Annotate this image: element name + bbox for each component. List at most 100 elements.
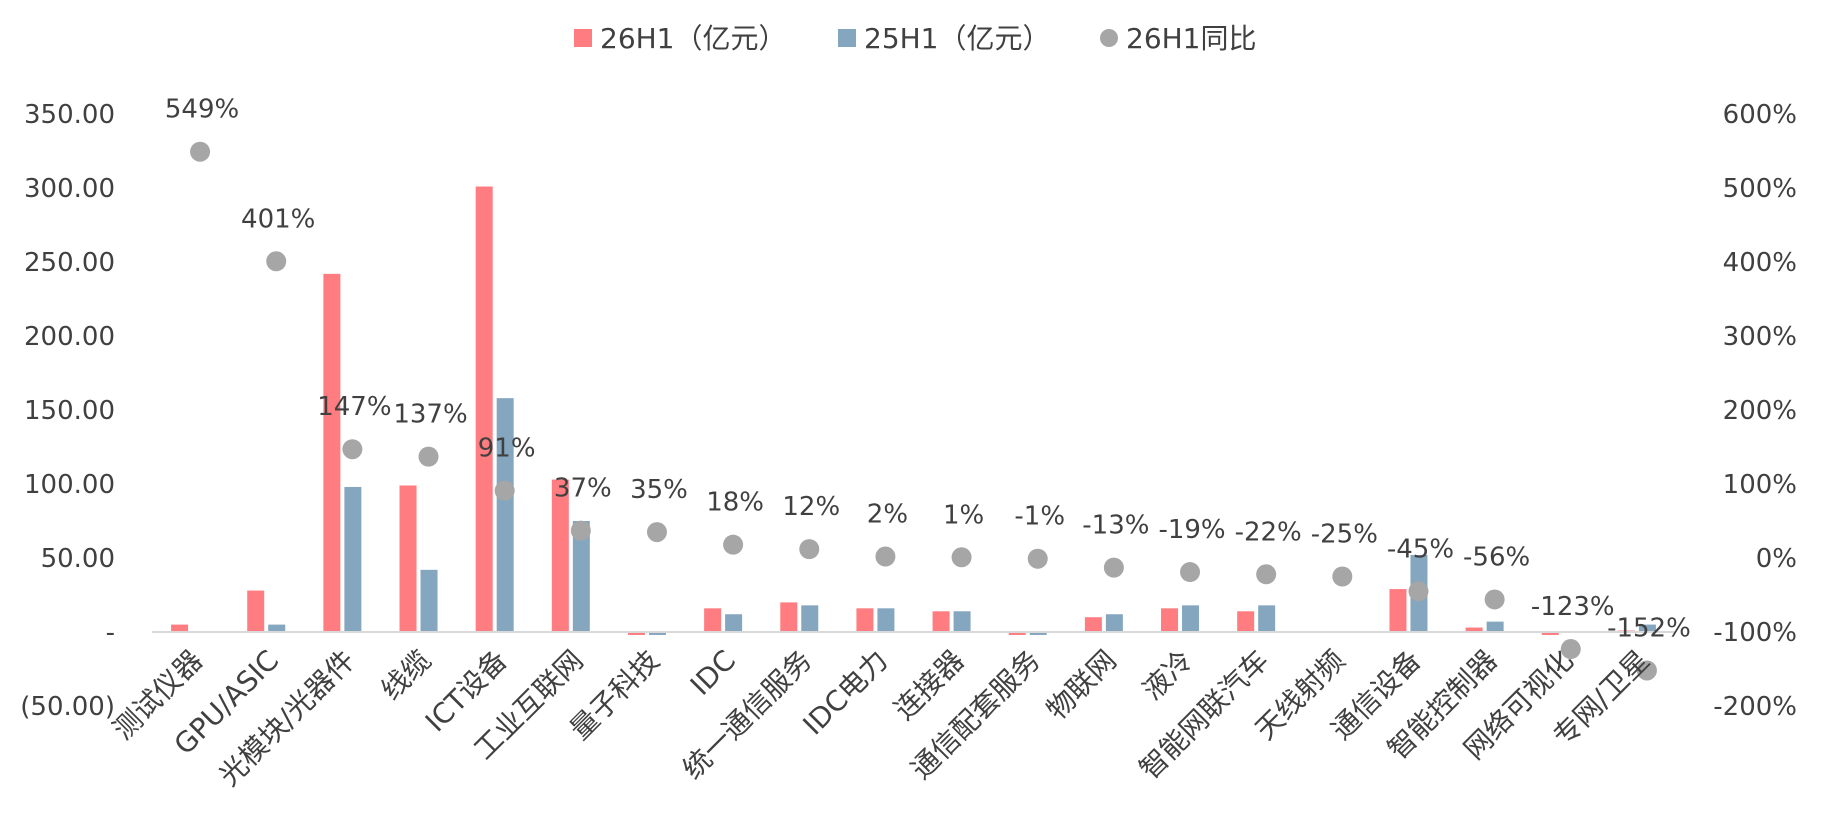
- yoy-point: [1180, 562, 1201, 583]
- bar-25h1: [1258, 605, 1276, 632]
- yoy-label: -45%: [1387, 534, 1454, 564]
- yoy-point: [190, 141, 211, 162]
- bar-25h1: [1029, 632, 1047, 635]
- yoy-point: [1408, 581, 1429, 602]
- bar-25h1: [877, 608, 895, 632]
- yoy-label: 2%: [867, 500, 908, 530]
- bar-26h1: [247, 590, 265, 632]
- yoy-point: [875, 546, 896, 567]
- category-label: IDC电力: [797, 644, 895, 742]
- bar-26h1: [475, 186, 493, 632]
- bar-26h1: [1389, 589, 1407, 632]
- category-label: 液冷: [1136, 644, 1199, 707]
- yoy-label: 137%: [393, 400, 467, 430]
- yoy-point: [266, 251, 287, 272]
- yoy-point: [570, 520, 591, 541]
- yoy-label: 35%: [630, 475, 688, 505]
- yoy-point: [1636, 660, 1657, 681]
- bar-25h1: [344, 486, 362, 632]
- left-tick-label: -: [106, 618, 115, 648]
- category-label: 光模块/光器件: [213, 644, 362, 793]
- legend-swatch: [1100, 29, 1118, 47]
- yoy-label: 91%: [478, 434, 536, 464]
- bar-26h1: [1465, 627, 1483, 632]
- left-tick-label: 300.00: [24, 174, 115, 204]
- yoy-point: [1103, 557, 1124, 578]
- legend: 26H1（亿元） 25H1（亿元） 26H1同比: [574, 22, 1257, 55]
- yoy-point: [646, 522, 667, 543]
- category-label: 物联网: [1040, 644, 1123, 727]
- legend-swatch: [574, 29, 592, 47]
- left-axis: (50.00) - 50.00 100.00 150.00 200.00 250.00 300…: [20, 100, 115, 722]
- left-tick-label: 200.00: [24, 322, 115, 352]
- yoy-label: -22%: [1235, 517, 1302, 547]
- bar-25h1: [572, 521, 590, 632]
- bar-26h1: [1237, 611, 1255, 632]
- legend-label: 26H1同比: [1126, 22, 1257, 55]
- yoy-point: [494, 480, 515, 501]
- right-axis: -200% -100% 0% 100% 200% 300% 400% 500% 600%: [1713, 100, 1797, 722]
- bar-26h1: [1541, 632, 1559, 635]
- bar-26h1: [704, 608, 722, 632]
- right-tick-label: 400%: [1723, 248, 1797, 278]
- left-tick-label: 150.00: [24, 396, 115, 426]
- yoy-point: [342, 439, 363, 460]
- bar-26h1: [627, 632, 645, 635]
- left-tick-label: 100.00: [24, 470, 115, 500]
- yoy-label: -123%: [1531, 592, 1615, 622]
- left-tick-label: (50.00): [20, 692, 115, 722]
- right-tick-label: 200%: [1723, 396, 1797, 426]
- yoy-point: [1560, 639, 1581, 660]
- category-label: 线缆: [375, 644, 438, 707]
- yoy-label: 12%: [782, 492, 840, 522]
- bar-25h1: [1105, 614, 1123, 632]
- category-label: IDC: [684, 644, 742, 702]
- legend-label: 26H1（亿元）: [600, 22, 787, 55]
- yoy-points: 549% 401% 147% 137% 91% 37% 35% 18% 12% 2% 1% -1% -1…: [165, 95, 1691, 681]
- left-tick-label: 350.00: [24, 100, 115, 130]
- bar-25h1: [1638, 624, 1656, 632]
- yoy-label: -1%: [1014, 502, 1065, 532]
- bar-26h1: [1008, 632, 1026, 635]
- yoy-label: 549%: [165, 95, 239, 125]
- right-tick-label: 500%: [1723, 174, 1797, 204]
- bar-26h1: [1161, 608, 1179, 632]
- bar-25h1: [496, 398, 514, 632]
- bar-26h1: [323, 273, 341, 632]
- bar-26h1: [551, 479, 569, 632]
- bar-25h1: [420, 569, 438, 632]
- right-tick-label: -100%: [1713, 618, 1797, 648]
- yoy-label: -152%: [1607, 613, 1691, 643]
- bar-26h1: [856, 608, 874, 632]
- yoy-point: [951, 547, 972, 568]
- bar-26h1: [780, 602, 798, 632]
- bar-26h1: [171, 624, 189, 632]
- bar-26h1: [1084, 617, 1102, 632]
- yoy-label: -25%: [1311, 520, 1378, 550]
- right-tick-label: 0%: [1756, 544, 1797, 574]
- bar-25h1: [953, 611, 971, 632]
- yoy-point: [1332, 566, 1353, 587]
- bar-25h1: [268, 624, 286, 632]
- yoy-point: [1027, 548, 1048, 569]
- yoy-point: [1484, 589, 1505, 610]
- bar-25h1: [1486, 621, 1504, 632]
- bar-26h1: [932, 611, 950, 632]
- yoy-label: -13%: [1082, 511, 1149, 541]
- right-tick-label: 100%: [1723, 470, 1797, 500]
- bar-25h1: [648, 632, 666, 635]
- yoy-point: [1256, 564, 1277, 585]
- yoy-label: 1%: [943, 500, 984, 530]
- yoy-label: 401%: [241, 204, 315, 234]
- yoy-point: [418, 446, 439, 467]
- yoy-label: 37%: [554, 474, 612, 504]
- yoy-label: -19%: [1158, 515, 1225, 545]
- yoy-label: -56%: [1463, 542, 1530, 572]
- bars: [171, 186, 1656, 635]
- right-tick-label: 600%: [1723, 100, 1797, 130]
- left-tick-label: 250.00: [24, 248, 115, 278]
- legend-label: 25H1（亿元）: [864, 22, 1051, 55]
- yoy-point: [799, 539, 820, 560]
